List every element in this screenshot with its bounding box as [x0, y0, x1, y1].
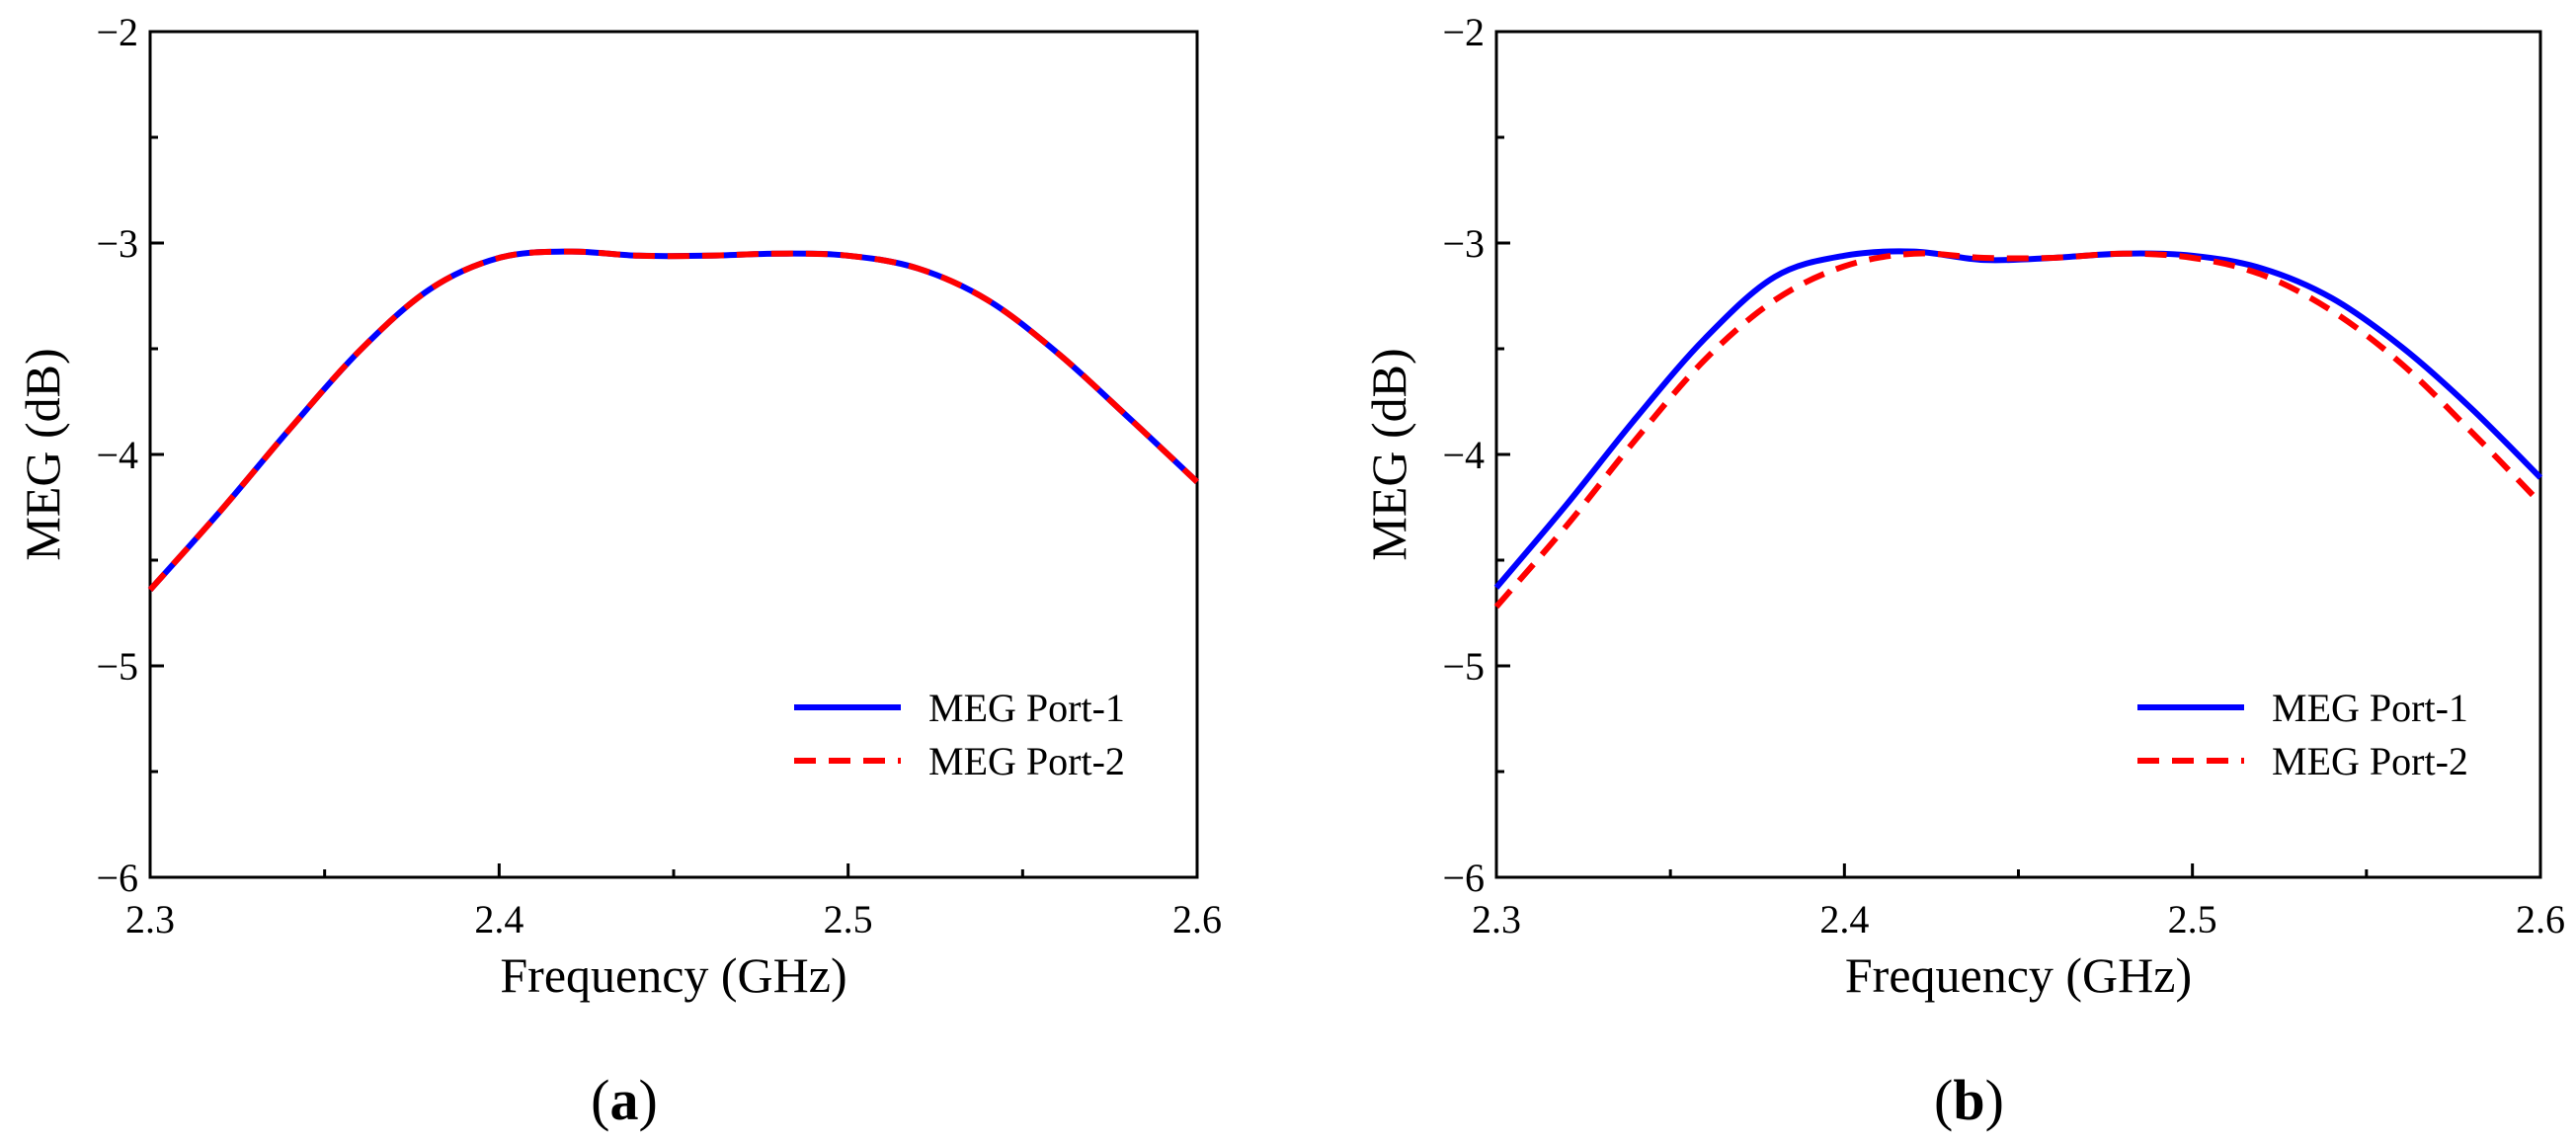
y-axis-title: MEG (dB) — [15, 348, 70, 560]
x-tick-label: 2.5 — [2168, 897, 2217, 941]
y-tick-label: −2 — [96, 10, 138, 54]
x-tick-label: 2.4 — [474, 897, 523, 941]
series-line-port-1 — [147, 248, 1200, 592]
y-tick-label: −4 — [96, 433, 138, 477]
x-axis-title: Frequency (GHz) — [1845, 947, 2192, 1003]
y-tick-label: −4 — [1442, 433, 1485, 477]
y-tick-label: −3 — [96, 221, 138, 266]
y-tick-label: −5 — [1442, 644, 1485, 689]
x-tick-label: 2.6 — [2516, 897, 2565, 941]
y-tick-label: −5 — [96, 644, 138, 689]
y-tick-label: −2 — [1442, 10, 1485, 54]
legend-label-port-1: MEG Port-1 — [928, 686, 1125, 730]
panel-label-b: (b) — [1934, 1068, 2004, 1132]
x-axis-title: Frequency (GHz) — [500, 947, 846, 1003]
x-tick-label: 2.3 — [1472, 897, 1521, 941]
chart-panel-a: 2.3 2.4 2.5 2.6 −6 −5 −4 −3 −2 Frequency (GHz) MEG… — [15, 10, 1222, 1003]
legend-label-port-2: MEG Port-2 — [2272, 739, 2468, 783]
legend-label-port-1: MEG Port-1 — [2272, 686, 2468, 730]
x-tick-label: 2.3 — [125, 897, 175, 941]
legend-label-port-2: MEG Port-2 — [928, 739, 1125, 783]
x-tick-label: 2.4 — [1819, 897, 1869, 941]
series-line-port-1 — [1493, 248, 2543, 590]
series-line-port-2 — [1493, 250, 2543, 610]
series-line-port-2 — [147, 248, 1200, 592]
panel-label-a: (a) — [591, 1068, 658, 1132]
y-tick-label: −3 — [1442, 221, 1485, 266]
x-tick-label: 2.5 — [824, 897, 873, 941]
y-tick-label: −6 — [1442, 856, 1485, 900]
x-tick-label: 2.6 — [1172, 897, 1222, 941]
y-axis-title: MEG (dB) — [1361, 348, 1416, 560]
y-tick-label: −6 — [96, 856, 138, 900]
chart-panel-b: 2.3 2.4 2.5 2.6 −6 −5 −4 −3 −2 Frequency (GHz) MEG… — [1361, 10, 2565, 1003]
